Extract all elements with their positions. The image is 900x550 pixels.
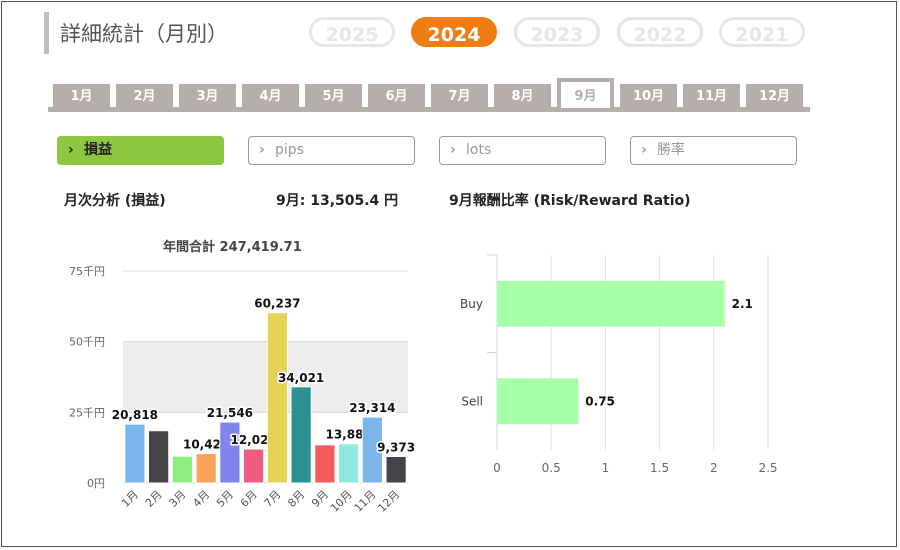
filter-button-pips[interactable]: › pips <box>248 136 415 165</box>
x-tick-label: 4月 <box>190 488 212 510</box>
month-tab-5[interactable]: 5月 <box>305 84 362 108</box>
month-tab-1[interactable]: 1月 <box>53 84 110 108</box>
data-label: 0.75 <box>585 394 615 408</box>
filter-button-profit[interactable]: › 損益 <box>57 136 224 165</box>
month-tab-7[interactable]: 7月 <box>431 84 488 108</box>
plot-band <box>123 341 408 413</box>
annual-total-title: 年間合計 247,419.71 <box>163 240 302 255</box>
x-tick-label: 5月 <box>214 488 236 510</box>
x-tick-label: 0.5 <box>542 461 561 475</box>
month-tabs-baseline <box>48 107 810 112</box>
x-tick-label: 3月 <box>167 488 189 510</box>
year-tab-2025[interactable]: 2025 <box>309 17 395 47</box>
x-tick-label: 11月 <box>352 488 379 515</box>
bar <box>385 456 407 484</box>
bar <box>124 423 146 484</box>
filter-label: 損益 <box>84 142 112 158</box>
data-label: 23,314 <box>349 401 395 415</box>
x-tick-label: 2月 <box>143 488 165 510</box>
chevron-right-icon: › <box>450 142 456 158</box>
y-tick-label: 25千円 <box>69 406 105 419</box>
year-tab-2024[interactable]: 2024 <box>411 17 497 47</box>
filter-label: lots <box>466 142 492 158</box>
data-label: 20,818 <box>112 408 158 422</box>
filter-label: 勝率 <box>657 142 685 158</box>
month-tab-11[interactable]: 11月 <box>683 84 740 108</box>
year-tab-2023[interactable]: 2023 <box>514 17 600 47</box>
bar <box>290 386 312 484</box>
data-label: 13,888 <box>325 428 371 442</box>
data-label: 12,029 <box>230 433 276 447</box>
month-tab-9[interactable]: 9月 <box>557 78 614 108</box>
data-label: 60,237 <box>254 297 300 311</box>
data-label: 34,021 <box>278 371 324 385</box>
bar <box>497 378 579 425</box>
monthly-profit-chart: 0円 25千円 50千円 75千円 20,818 1月 2月 3月 10,423 4月 21,546… <box>69 265 417 515</box>
bar <box>195 453 217 484</box>
data-label: 9,373 <box>377 441 415 455</box>
x-tick-label: 6月 <box>238 488 260 510</box>
month-tab-2[interactable]: 2月 <box>116 84 173 108</box>
bar <box>243 448 265 484</box>
x-tick-label: 1月 <box>119 488 141 510</box>
month-tab-4[interactable]: 4月 <box>242 84 299 108</box>
bar <box>338 443 360 484</box>
x-tick-label: 8月 <box>285 488 307 510</box>
chevron-right-icon: › <box>259 142 265 158</box>
risk-reward-chart: 0 0.5 1 1.5 2 2.5 Buy 2.1 Sell 0.75 <box>460 254 778 475</box>
x-tick-label: 1 <box>602 461 610 475</box>
x-tick-label: 7月 <box>262 488 284 510</box>
x-tick-label: 2.5 <box>758 461 777 475</box>
y-tick-label: 50千円 <box>69 336 105 349</box>
year-tab-2021[interactable]: 2021 <box>719 17 805 47</box>
page-title: 詳細統計（月別） <box>60 22 228 46</box>
filter-label: pips <box>275 142 304 158</box>
month-tab-6[interactable]: 6月 <box>368 84 425 108</box>
data-label: 10,423 <box>183 438 229 452</box>
bar <box>171 455 193 484</box>
month-tab-3[interactable]: 3月 <box>179 84 236 108</box>
month-tab-8[interactable]: 8月 <box>494 84 551 108</box>
y-tick-label: 0円 <box>87 477 105 490</box>
chevron-right-icon: › <box>641 142 647 158</box>
data-label: 2.1 <box>732 297 753 311</box>
ratio-chart-title: 9月報酬比率 (Risk/Reward Ratio) <box>449 193 691 209</box>
bar <box>497 280 725 327</box>
x-tick-label: 1.5 <box>650 461 669 475</box>
x-tick-label: 10月 <box>328 488 355 515</box>
month-tab-10[interactable]: 10月 <box>620 84 677 108</box>
filter-button-winrate[interactable]: › 勝率 <box>630 136 797 165</box>
x-tick-label: 12月 <box>375 488 402 515</box>
title-accent-bar <box>44 12 49 54</box>
monthly-analysis-label: 月次分析 (損益) <box>64 193 166 209</box>
year-tab-2022[interactable]: 2022 <box>617 17 703 47</box>
y-category-label: Sell <box>461 394 483 408</box>
chevron-right-icon: › <box>68 142 74 158</box>
bar <box>148 430 170 484</box>
filter-button-lots[interactable]: › lots <box>439 136 606 165</box>
y-category-label: Buy <box>460 297 483 311</box>
month-tabs: 1月 2月 3月 4月 5月 6月 7月 8月 9月 10月 11月 12月 <box>48 78 810 112</box>
bar <box>361 416 383 484</box>
x-tick-label: 0 <box>493 461 501 475</box>
x-tick-label: 2 <box>710 461 718 475</box>
data-label: 21,546 <box>207 406 253 420</box>
bar <box>266 312 288 484</box>
y-tick-label: 75千円 <box>69 265 105 278</box>
bar <box>219 421 241 484</box>
month-tab-12[interactable]: 12月 <box>746 84 803 108</box>
bar <box>314 444 336 484</box>
month-summary-value: 9月: 13,505.4 円 <box>276 193 399 209</box>
